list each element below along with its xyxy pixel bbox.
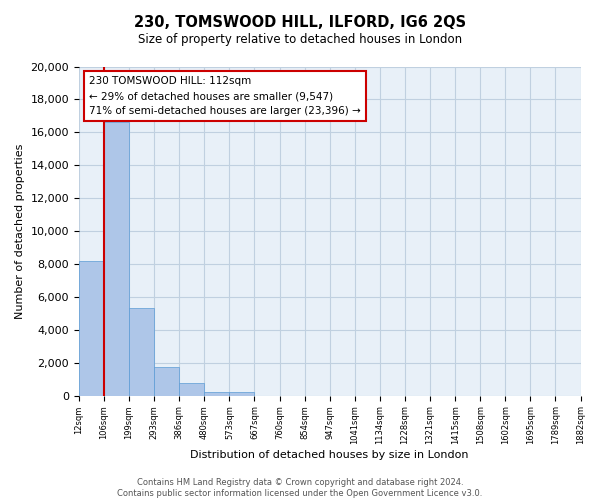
Text: Contains HM Land Registry data © Crown copyright and database right 2024.
Contai: Contains HM Land Registry data © Crown c… <box>118 478 482 498</box>
Bar <box>129 308 154 396</box>
Bar <box>205 392 229 396</box>
Bar <box>179 384 205 396</box>
Text: 230, TOMSWOOD HILL, ILFORD, IG6 2QS: 230, TOMSWOOD HILL, ILFORD, IG6 2QS <box>134 15 466 30</box>
X-axis label: Distribution of detached houses by size in London: Distribution of detached houses by size … <box>190 450 469 460</box>
Bar <box>229 392 254 396</box>
Y-axis label: Number of detached properties: Number of detached properties <box>15 144 25 318</box>
Bar <box>104 122 129 396</box>
Text: 230 TOMSWOOD HILL: 112sqm
← 29% of detached houses are smaller (9,547)
71% of se: 230 TOMSWOOD HILL: 112sqm ← 29% of detac… <box>89 76 361 116</box>
Bar <box>154 367 179 396</box>
Bar <box>79 260 104 396</box>
Text: Size of property relative to detached houses in London: Size of property relative to detached ho… <box>138 32 462 46</box>
